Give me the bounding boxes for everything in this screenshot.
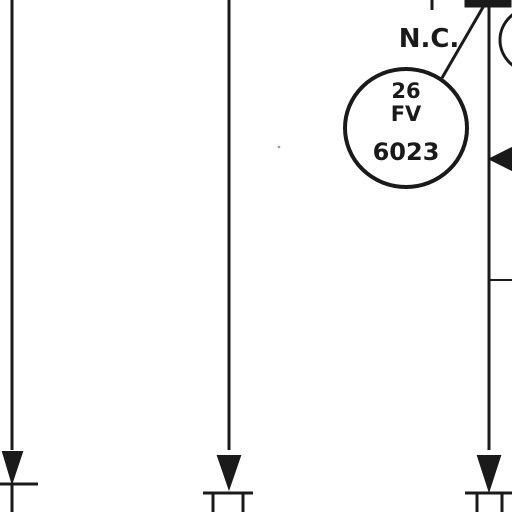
flow-arrows xyxy=(1,146,512,494)
termination-left xyxy=(0,482,38,512)
instrument-bubble-partial xyxy=(498,13,512,67)
instrument-bubble-circle xyxy=(343,67,469,189)
instrument-loop-number: 26 xyxy=(391,79,420,103)
termination-right xyxy=(465,491,512,512)
termination-symbols xyxy=(0,482,512,512)
valve-position-label: N.C. xyxy=(399,24,460,54)
arrow-down-middle-icon xyxy=(216,455,242,492)
instrument-bubble: 26 FV 6023 xyxy=(343,67,469,189)
leader-line xyxy=(440,1,488,79)
arrow-down-right-icon xyxy=(476,455,502,494)
termination-middle xyxy=(203,491,253,512)
instrument-tag-number: 6023 xyxy=(373,138,440,166)
flow-lines xyxy=(10,0,512,450)
arrow-left-partial-icon xyxy=(487,146,512,172)
valve-body-partial xyxy=(464,0,512,8)
valve-fragment xyxy=(430,0,512,67)
arrow-down-left-icon xyxy=(1,451,24,486)
scan-speck xyxy=(277,145,281,149)
instrument-function-code: FV xyxy=(391,102,422,126)
